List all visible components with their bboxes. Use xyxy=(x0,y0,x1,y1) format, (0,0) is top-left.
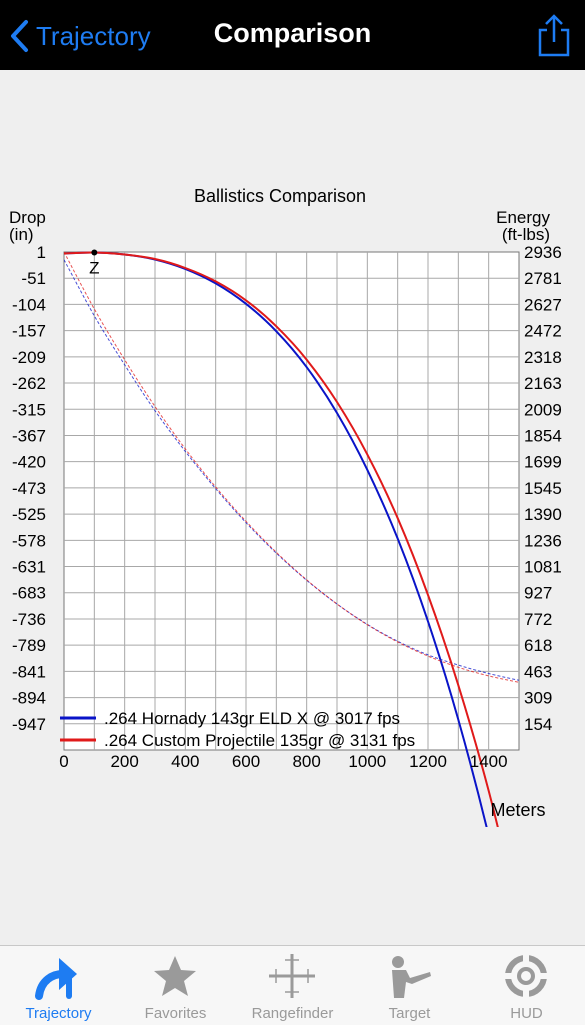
tab-bar: Trajectory Favorites Rangefinder Target xyxy=(0,945,585,1025)
x-tick-label: 600 xyxy=(232,752,260,771)
tab-trajectory[interactable]: Trajectory xyxy=(0,946,117,1025)
energy-tick-label: 309 xyxy=(524,689,552,708)
tab-label: Rangefinder xyxy=(251,1005,334,1022)
energy-tick-label: 463 xyxy=(524,662,552,681)
drop-tick-label: 1 xyxy=(37,243,46,262)
energy-tick-label: 2936 xyxy=(524,243,562,262)
shooter-icon xyxy=(392,956,431,998)
legend-entry: .264 Custom Projectile 135gr @ 3131 fps xyxy=(104,731,415,750)
drop-tick-label: -947 xyxy=(12,715,46,734)
axis-ticks: 1 2936 -51 2781 -104 2627 -157 2472 -209 2318 -262… xyxy=(12,243,562,771)
tab-label: Trajectory xyxy=(25,1005,92,1022)
energy-tick-label: 1545 xyxy=(524,479,562,498)
energy-tick-label: 2627 xyxy=(524,295,562,314)
drop-tick-label: -104 xyxy=(12,295,46,314)
chart-title: Ballistics Comparison xyxy=(194,186,366,206)
hud-reticle-icon xyxy=(504,954,548,998)
x-tick-label: 800 xyxy=(292,752,320,771)
drop-tick-label: -578 xyxy=(12,531,46,550)
tab-label: Favorites xyxy=(144,1005,207,1022)
tab-target[interactable]: Target xyxy=(351,946,468,1025)
curves: Z xyxy=(64,249,520,827)
drop-tick-label: -789 xyxy=(12,636,46,655)
zero-marker-label: Z xyxy=(89,258,99,277)
drop-tick-label: -367 xyxy=(12,426,46,445)
legend: .264 Hornady 143gr ELD X @ 3017 fps .264 … xyxy=(60,709,415,750)
plot-area xyxy=(63,251,520,751)
energy-tick-label: 2318 xyxy=(524,348,562,367)
x-axis-label: Meters xyxy=(490,800,545,820)
share-icon xyxy=(538,14,570,57)
energy-tick-label: 927 xyxy=(524,584,552,603)
ballistics-chart: Ballistics Comparison Drop (in) Energy (… xyxy=(9,186,562,827)
energy-tick-label: 618 xyxy=(524,636,552,655)
drop-tick-label: -736 xyxy=(12,610,46,629)
x-tick-label: 1400 xyxy=(470,752,508,771)
energy-tick-label: 2163 xyxy=(524,374,562,393)
left-axis-label-line1: Drop xyxy=(9,208,46,227)
right-axis-label-line2: (ft-lbs) xyxy=(502,225,550,244)
tab-rangefinder[interactable]: Rangefinder xyxy=(234,946,351,1025)
star-icon xyxy=(154,956,196,996)
energy-tick-label: 1236 xyxy=(524,531,562,550)
drop-tick-label: -157 xyxy=(12,322,46,341)
drop-tick-label: -420 xyxy=(12,453,46,472)
x-tick-label: 1200 xyxy=(409,752,447,771)
chevron-left-icon xyxy=(11,20,28,52)
energy-tick-label: 2472 xyxy=(524,322,562,341)
back-label: Trajectory xyxy=(36,20,151,51)
nav-bar: Trajectory Comparison xyxy=(0,0,585,70)
energy-tick-label: 2009 xyxy=(524,400,562,419)
energy-curve-series-2 xyxy=(64,251,520,683)
share-button[interactable] xyxy=(535,12,573,58)
zero-marker-dot xyxy=(91,249,98,256)
tab-hud[interactable]: HUD xyxy=(468,946,585,1025)
x-tick-label: 1000 xyxy=(348,752,386,771)
tab-label: Target xyxy=(388,1005,431,1022)
x-tick-label: 200 xyxy=(110,752,138,771)
drop-tick-label: -631 xyxy=(12,558,46,577)
legend-entry: .264 Hornady 143gr ELD X @ 3017 fps xyxy=(104,709,400,728)
drop-tick-label: -51 xyxy=(21,269,46,288)
drop-tick-label: -315 xyxy=(12,400,46,419)
drop-curve-series-2 xyxy=(64,251,499,827)
energy-tick-label: 1390 xyxy=(524,505,562,524)
energy-tick-label: 1854 xyxy=(524,426,562,445)
left-axis-label-line2: (in) xyxy=(9,225,34,244)
tab-label: HUD xyxy=(510,1005,543,1022)
energy-tick-label: 154 xyxy=(524,715,552,734)
right-axis-label-line1: Energy xyxy=(496,208,550,227)
energy-tick-label: 1699 xyxy=(524,453,562,472)
energy-tick-label: 772 xyxy=(524,610,552,629)
x-tick-label: 0 xyxy=(59,752,68,771)
trajectory-arrow-icon xyxy=(35,958,77,1000)
drop-tick-label: -683 xyxy=(12,584,46,603)
x-tick-label: 400 xyxy=(171,752,199,771)
back-button[interactable]: Trajectory xyxy=(10,16,151,56)
crosshair-icon xyxy=(269,954,315,998)
tab-favorites[interactable]: Favorites xyxy=(117,946,234,1025)
drop-tick-label: -262 xyxy=(12,374,46,393)
energy-tick-label: 1081 xyxy=(524,558,562,577)
energy-tick-label: 2781 xyxy=(524,269,562,288)
drop-tick-label: -841 xyxy=(12,662,46,681)
drop-tick-label: -473 xyxy=(12,479,46,498)
grid xyxy=(64,252,519,750)
drop-tick-label: -209 xyxy=(12,348,46,367)
drop-tick-label: -894 xyxy=(12,689,46,708)
drop-tick-label: -525 xyxy=(12,505,46,524)
